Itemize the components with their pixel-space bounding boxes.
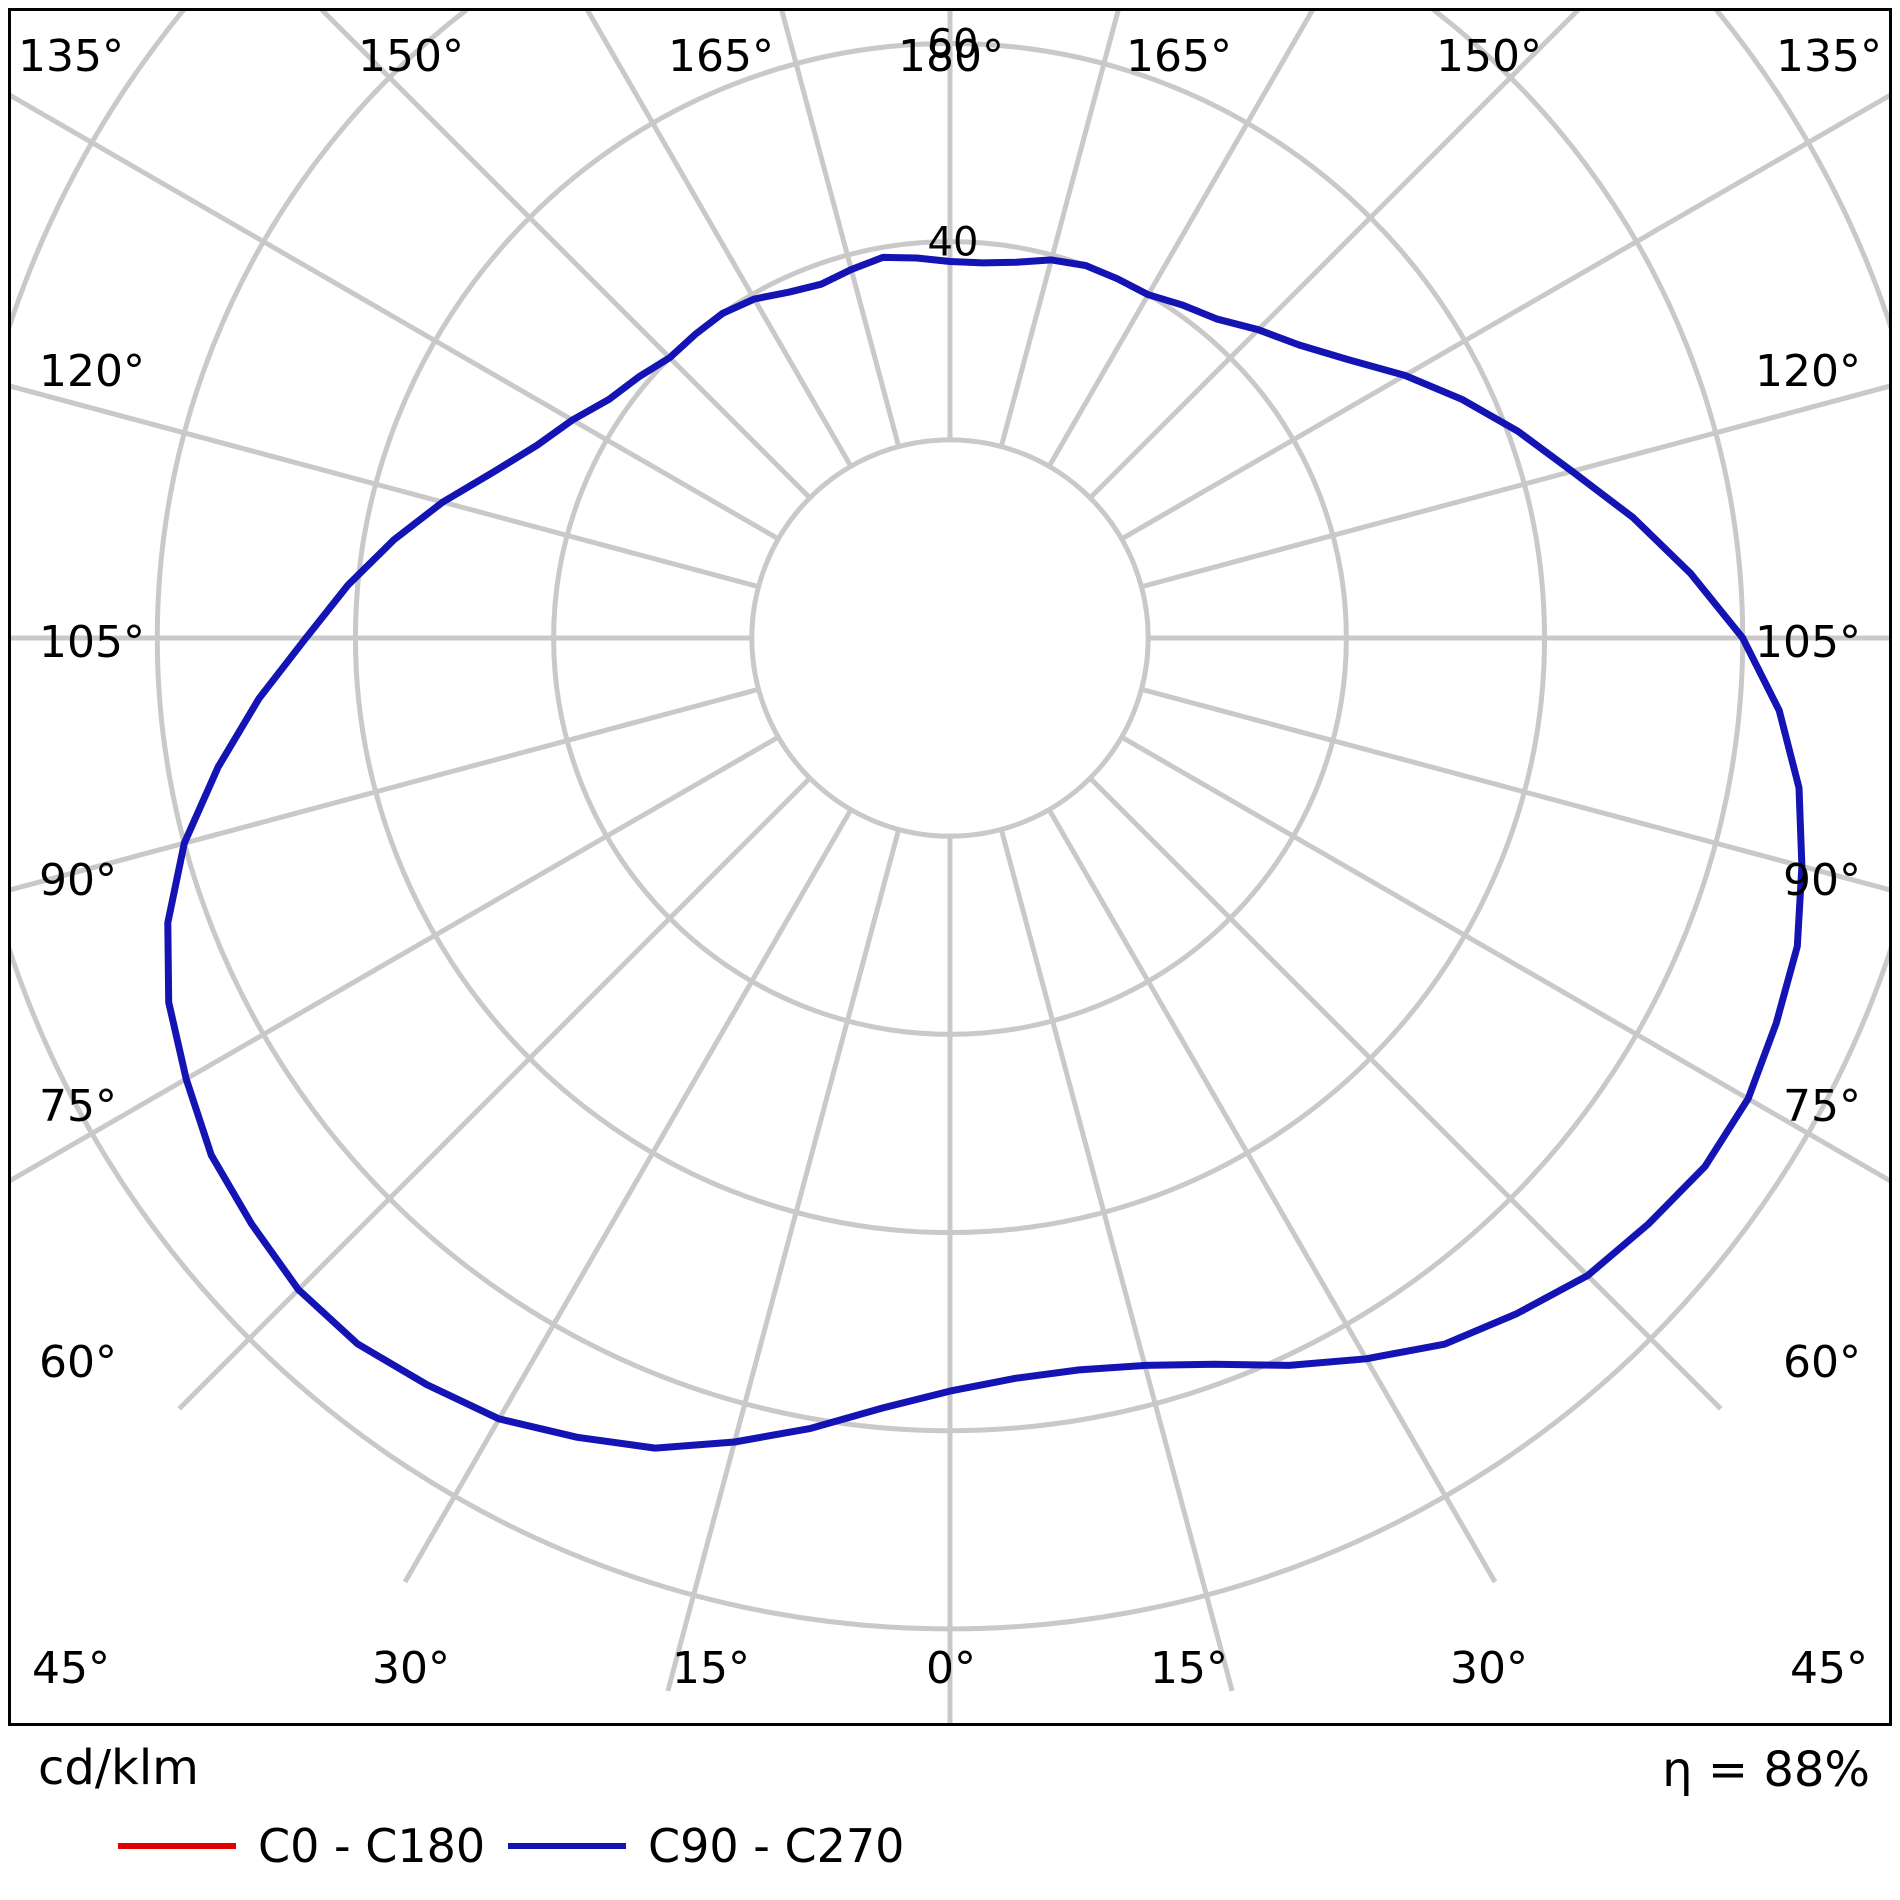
polar-series <box>164 253 1806 1452</box>
svg-text:45°: 45° <box>32 1643 110 1694</box>
svg-text:40: 40 <box>928 220 979 266</box>
svg-text:15°: 15° <box>1150 1643 1228 1694</box>
svg-text:135°: 135° <box>18 31 124 82</box>
legend-label: C0 - C180 <box>258 1819 486 1873</box>
svg-text:75°: 75° <box>1783 1081 1861 1132</box>
efficiency-label: η = 88% <box>1662 1742 1870 1798</box>
svg-text:15°: 15° <box>672 1643 750 1694</box>
svg-text:60°: 60° <box>39 1337 117 1388</box>
svg-text:120°: 120° <box>1755 346 1861 397</box>
svg-text:60°: 60° <box>1783 1337 1861 1388</box>
svg-text:105°: 105° <box>1755 617 1861 668</box>
svg-text:180°: 180° <box>898 31 1004 82</box>
svg-text:60: 60 <box>928 21 979 67</box>
svg-text:135°: 135° <box>1776 31 1882 82</box>
polar-grid <box>11 11 1889 1723</box>
legend-item[interactable]: C90 - C270 <box>508 1816 904 1876</box>
unit-label: cd/klm <box>38 1740 199 1796</box>
svg-text:30°: 30° <box>1450 1643 1528 1694</box>
svg-text:105°: 105° <box>39 617 145 668</box>
legend-swatch-line <box>118 1843 236 1849</box>
svg-text:150°: 150° <box>358 31 464 82</box>
svg-text:75°: 75° <box>39 1081 117 1132</box>
legend-label: C90 - C270 <box>648 1819 905 1873</box>
legend-item[interactable]: C0 - C180 <box>118 1816 485 1876</box>
svg-text:150°: 150° <box>1436 31 1542 82</box>
svg-text:0°: 0° <box>926 1643 976 1694</box>
legend: cd/klm η = 88% C0 - C180 C90 - C270 <box>0 1740 1900 1890</box>
plot-area: 406080100135°150°165°180°165°150°135°45°… <box>8 8 1892 1726</box>
svg-text:165°: 165° <box>1126 31 1232 82</box>
svg-text:120°: 120° <box>39 346 145 397</box>
svg-text:165°: 165° <box>668 31 774 82</box>
svg-text:90°: 90° <box>1783 855 1861 906</box>
polar-plot-svg: 406080100135°150°165°180°165°150°135°45°… <box>11 11 1889 1723</box>
legend-items: C0 - C180 C90 - C270 <box>38 1816 1868 1876</box>
svg-text:45°: 45° <box>1790 1643 1868 1694</box>
polar-tick-labels: 406080100135°150°165°180°165°150°135°45°… <box>18 21 1882 1694</box>
svg-text:30°: 30° <box>372 1643 450 1694</box>
svg-text:90°: 90° <box>39 855 117 906</box>
legend-swatch-line <box>508 1843 626 1849</box>
